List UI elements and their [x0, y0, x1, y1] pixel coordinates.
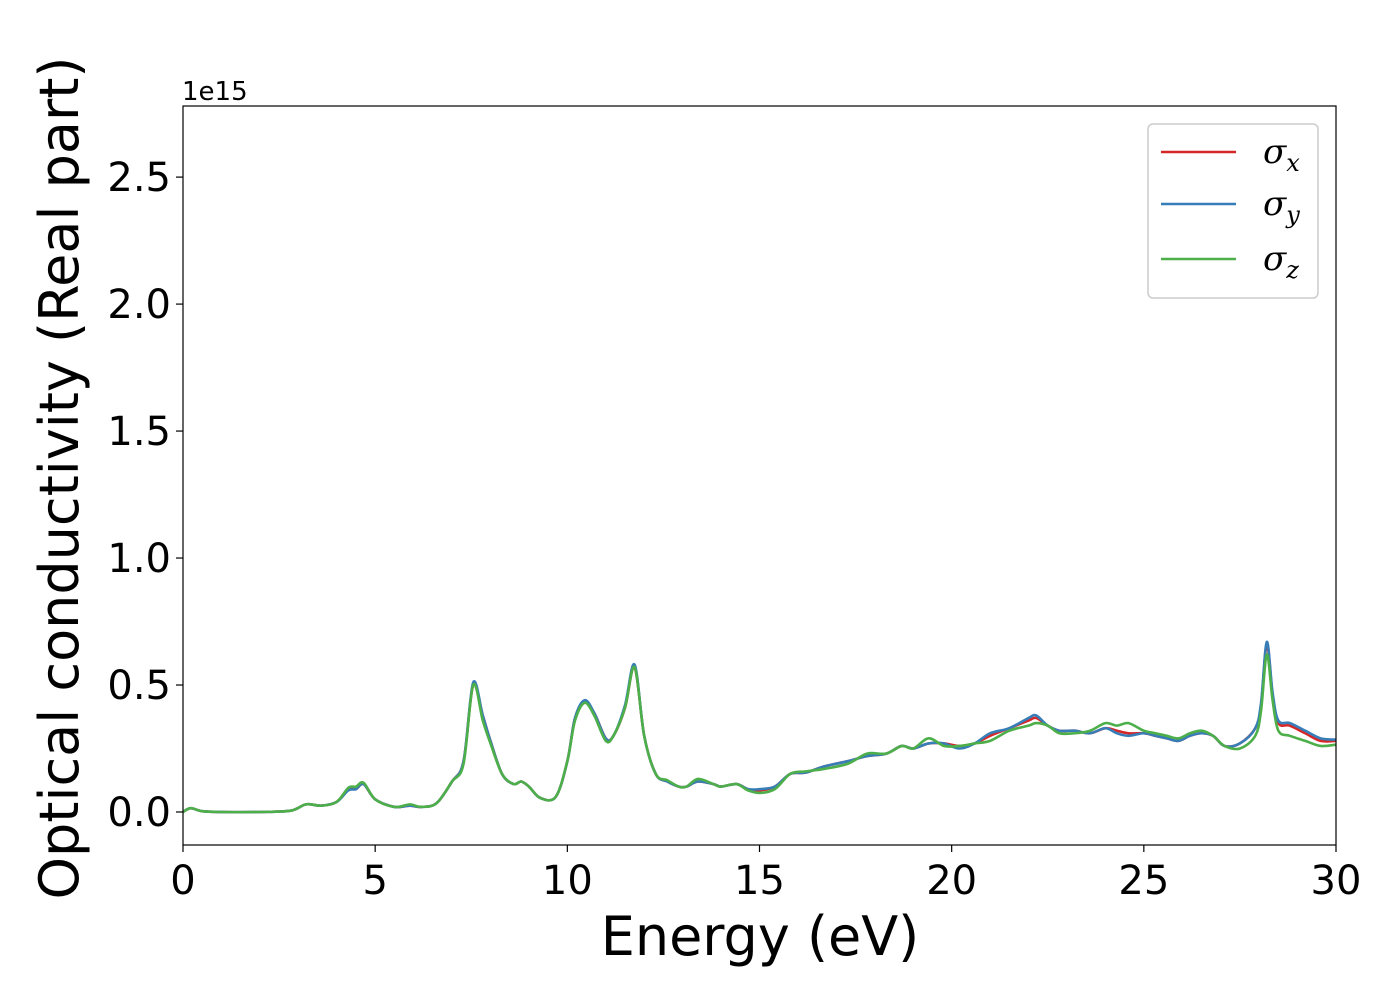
x-tick-label: 5 — [362, 858, 387, 904]
y-tick-label: 2.5 — [107, 155, 171, 201]
y-tick-label: 0.5 — [107, 663, 171, 709]
x-tick-label: 25 — [1118, 858, 1169, 904]
y-tick-label: 1.5 — [107, 409, 171, 455]
y-tick-label: 1.0 — [107, 536, 171, 582]
y-axis-ticks: 0.0 0.5 1.0 1.5 2.0 2.5 — [107, 155, 183, 836]
plot-frame — [182, 105, 1337, 846]
y-axis-label: Optical conductivity (Real part) — [28, 57, 91, 900]
x-tick-label: 15 — [734, 858, 785, 904]
x-axis-ticks: 0 5 10 15 20 25 30 — [170, 845, 1361, 904]
legend-subscript: x — [1286, 149, 1300, 177]
y-tick-label: 0.0 — [107, 790, 171, 836]
x-axis-label: Energy (eV) — [601, 905, 920, 968]
legend-box — [1147, 123, 1319, 299]
x-tick-label: 0 — [170, 858, 195, 904]
x-tick-label: 10 — [542, 858, 593, 904]
x-tick-label: 20 — [926, 858, 977, 904]
y-axis-offset-text: 1e15 — [182, 77, 248, 107]
series-line-sigma-z — [182, 653, 1337, 814]
legend-subscript: z — [1285, 256, 1299, 284]
legend-subscript: y — [1285, 201, 1300, 229]
x-tick-label: 30 — [1311, 858, 1362, 904]
y-tick-label: 2.0 — [107, 282, 171, 328]
series-layer — [182, 640, 1337, 814]
